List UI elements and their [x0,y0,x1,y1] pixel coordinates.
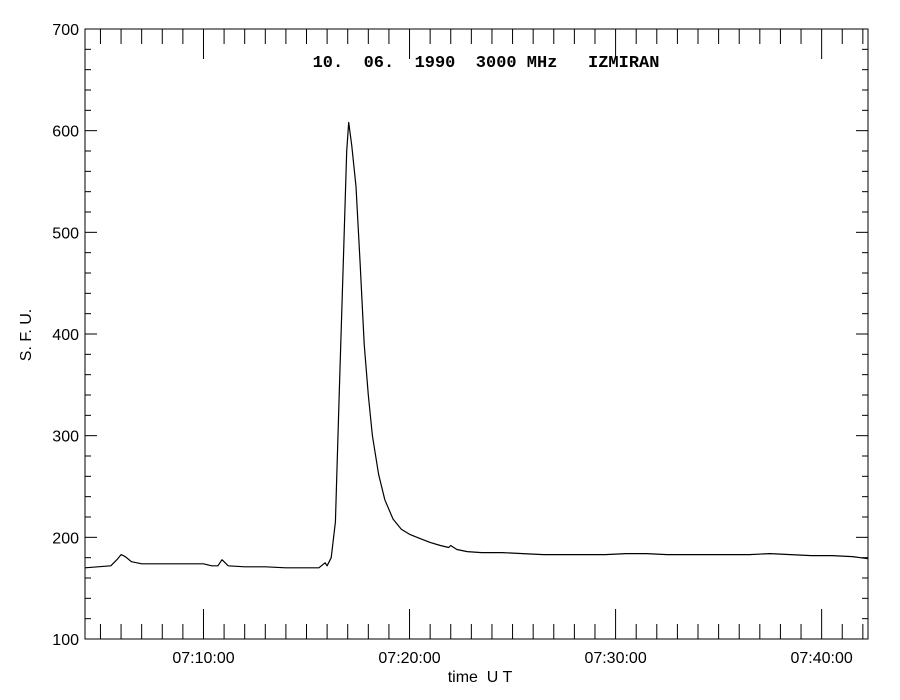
x-tick-label: 07:10:00 [172,650,234,667]
x-tick-label: 07:40:00 [790,650,852,667]
y-tick-label: 300 [52,429,79,446]
y-axis-ticks: 100 200 300 400 500 600 700 [52,22,868,649]
y-tick-label: 400 [52,327,79,344]
chart-title: 10. 06. 1990 3000 MHz IZMIRAN [313,54,660,73]
x-tick-label: 07:20:00 [378,650,440,667]
y-axis-label: S. F. U. [18,309,35,361]
x-axis-label: time U T [448,669,513,686]
y-tick-label: 700 [52,22,79,39]
flux-series-line [84,121,869,569]
y-tick-label: 500 [52,225,79,242]
y-tick-label: 100 [52,632,79,649]
y-tick-label: 600 [52,124,79,141]
series-layer [84,121,869,569]
x-axis-ticks: 07:10:00 07:20:00 07:30:00 07:40:00 [99,29,864,667]
y-tick-label: 200 [52,530,79,547]
x-tick-label: 07:30:00 [584,650,646,667]
